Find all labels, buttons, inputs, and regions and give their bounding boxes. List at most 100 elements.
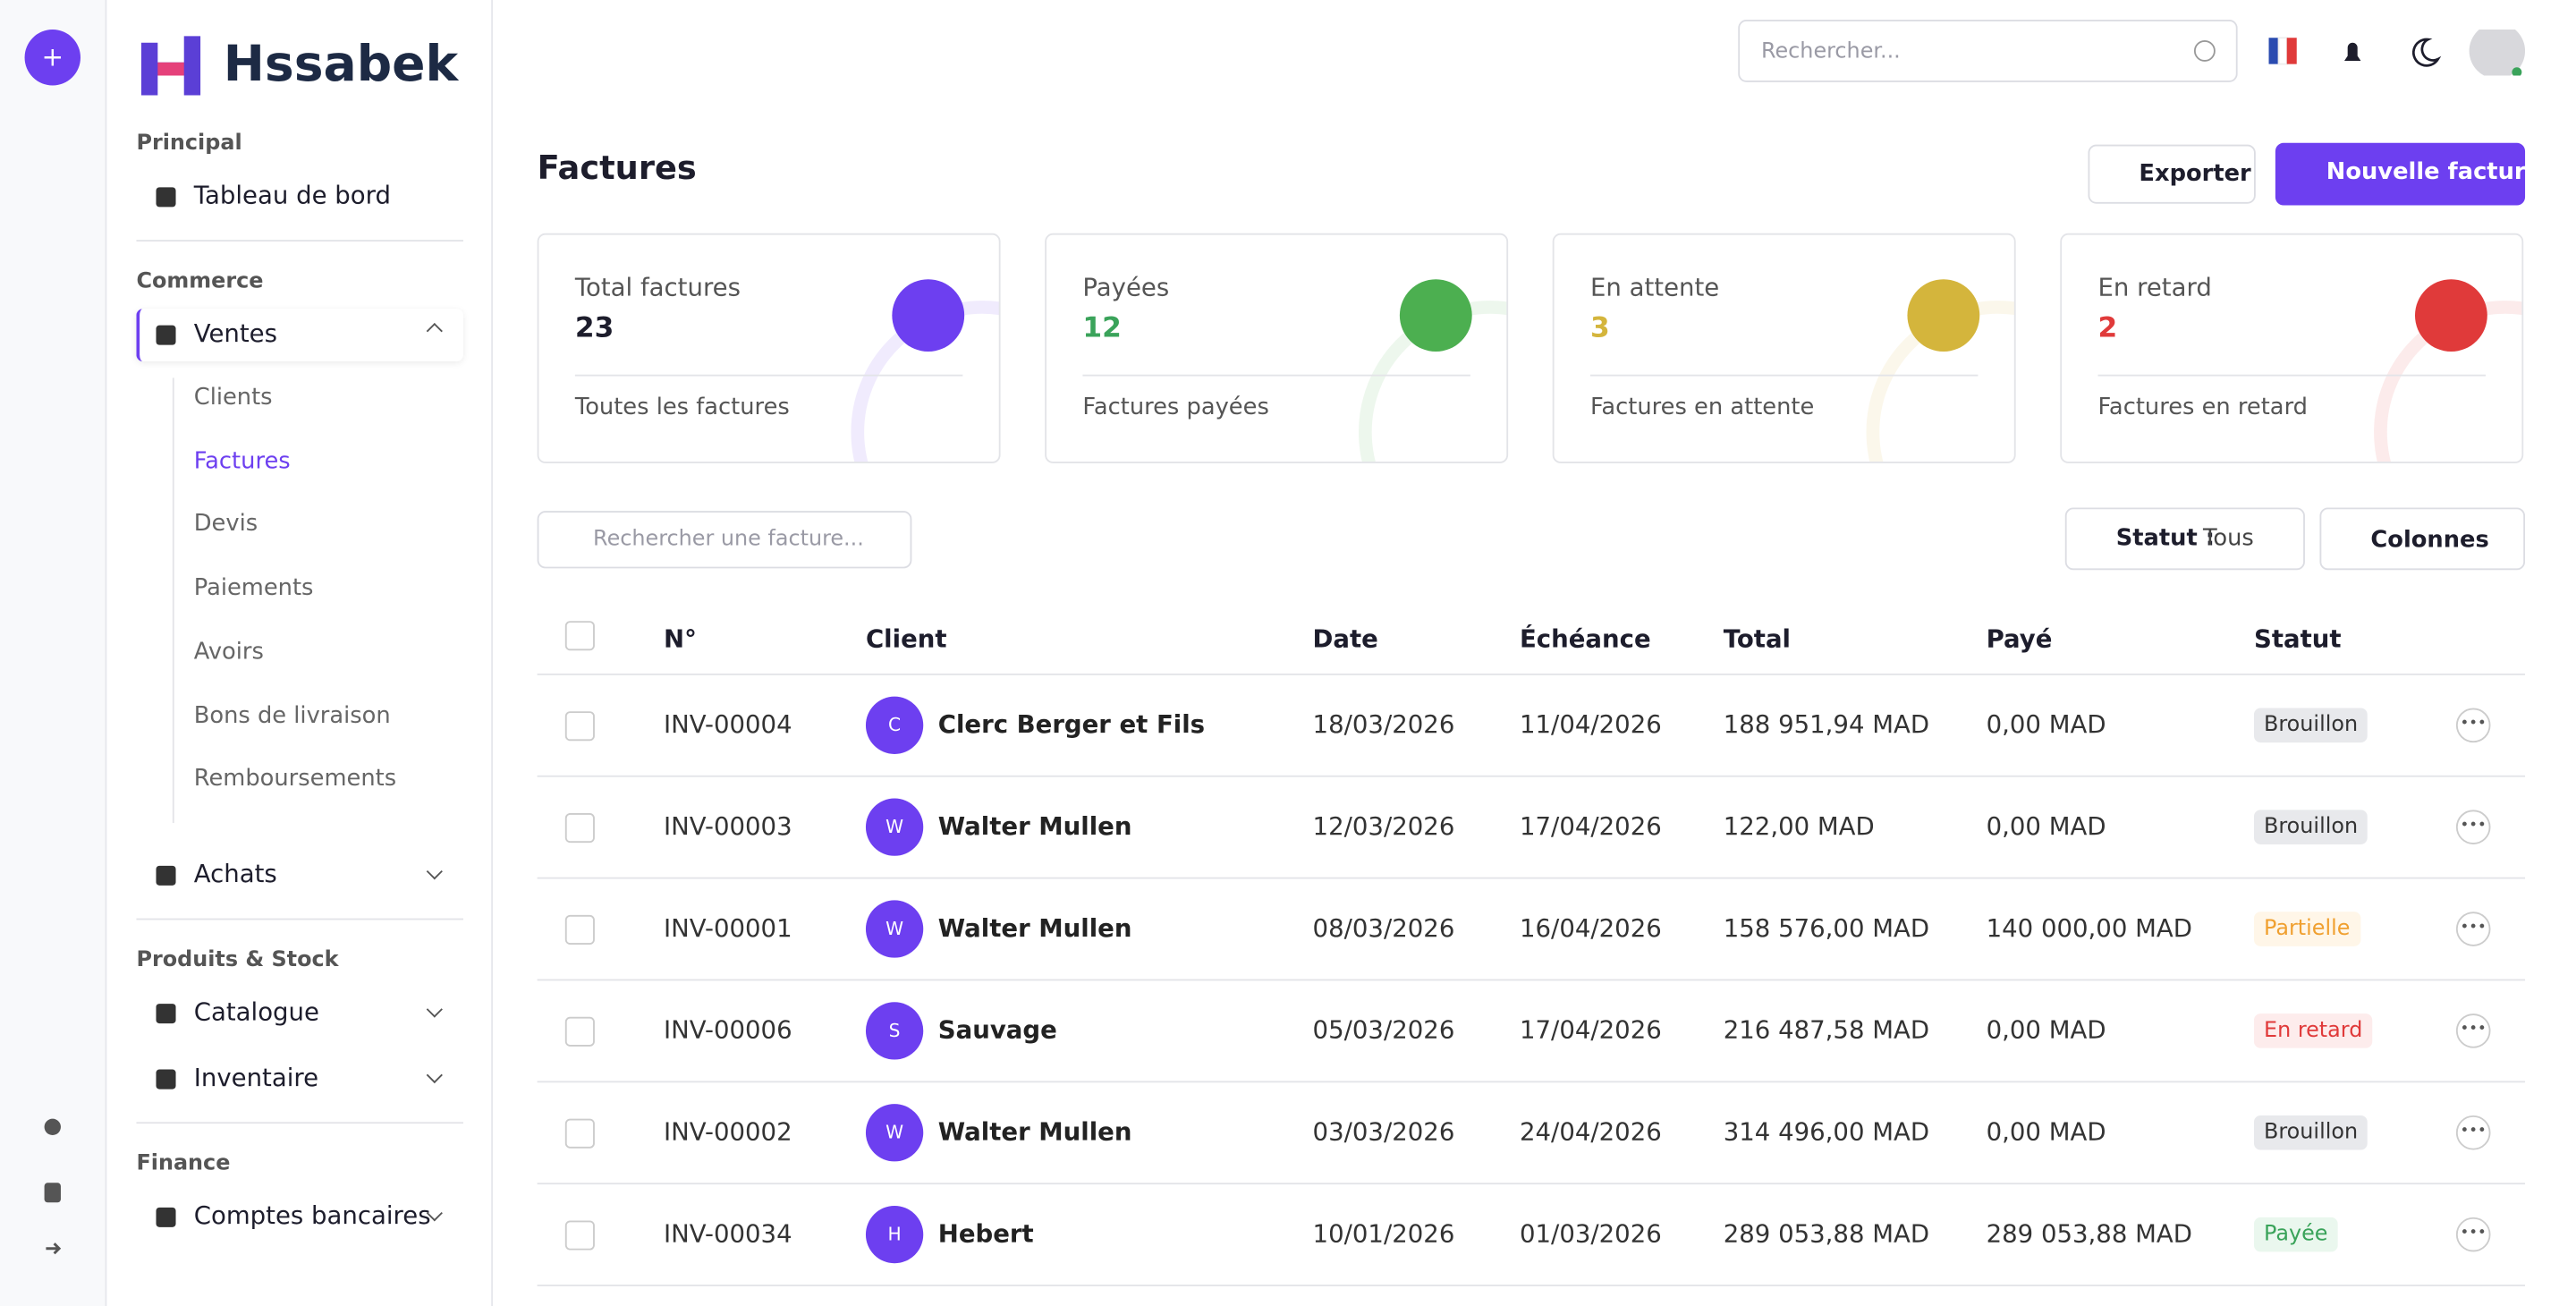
row-actions[interactable]: ••• (2455, 810, 2491, 844)
cell: 10/01/2026 (1312, 1218, 1455, 1249)
column-header: Statut (2253, 623, 2342, 654)
row-line (537, 775, 2526, 777)
nav-item[interactable]: Inventaire (193, 1063, 319, 1093)
nav-item[interactable]: Ventes (193, 318, 277, 349)
cell: 289 053,88 MAD (1986, 1218, 2192, 1249)
column-header: Échéance (1519, 623, 1651, 654)
subnav-item[interactable]: Clients (193, 384, 273, 411)
row-checkbox[interactable] (564, 711, 595, 742)
row-actions[interactable]: ••• (2455, 1013, 2491, 1048)
invoice-number[interactable]: INV-00004 (664, 709, 792, 740)
invoice-search[interactable]: Rechercher une facture... (537, 511, 912, 569)
cell: 16/04/2026 (1519, 913, 1662, 944)
status-badge: En retard (2253, 1013, 2373, 1048)
subnav-item[interactable]: Paiements (193, 574, 314, 602)
client-avatar: W (865, 798, 924, 856)
column-header: N° (664, 623, 697, 654)
new-invoice-button[interactable]: Nouvelle facture (2275, 142, 2541, 206)
cell: 122,00 MAD (1723, 811, 1875, 842)
topbar-icons (2193, 30, 2526, 76)
nav-item[interactable]: Achats (193, 859, 277, 889)
stat-value: 3 (1589, 311, 1610, 345)
column-header: Client (865, 623, 947, 654)
cell: 0,00 MAD (1986, 1014, 2106, 1046)
cell: 05/03/2026 (1312, 1014, 1455, 1046)
client-name: Walter Mullen (937, 811, 1132, 842)
divider (136, 240, 463, 242)
subnav-item[interactable]: Avoirs (193, 639, 264, 666)
rail-icons (44, 1118, 62, 1255)
status-badge: Payée (2253, 1217, 2338, 1252)
invoice-number[interactable]: INV-00006 (664, 1014, 792, 1046)
add-button[interactable]: + (24, 30, 80, 86)
nav-icon (156, 1069, 176, 1090)
cell: 17/04/2026 (1519, 1014, 1662, 1046)
row-checkbox[interactable] (564, 813, 595, 844)
subnav-item[interactable]: Factures (193, 447, 291, 475)
row-actions[interactable]: ••• (2455, 1115, 2491, 1150)
cell: 188 951,94 MAD (1723, 709, 1930, 740)
global-search[interactable]: Rechercher... (1738, 20, 2238, 82)
row-checkbox[interactable] (564, 1220, 595, 1251)
row-checkbox[interactable] (564, 1016, 595, 1047)
stat-icon (1907, 279, 1980, 352)
stat-footer: Factures en attente (1589, 394, 1815, 421)
row-line (537, 979, 2526, 981)
cell: 0,00 MAD (1986, 811, 2106, 842)
nav-item[interactable]: Catalogue (193, 996, 319, 1027)
subnav-item[interactable]: Remboursements (193, 766, 397, 793)
header-checkbox[interactable] (564, 621, 595, 651)
status-filter-value: Tous (2203, 525, 2254, 553)
cell: 03/03/2026 (1312, 1116, 1455, 1147)
status-badge: Brouillon (2253, 810, 2368, 844)
subnav-item[interactable]: Devis (193, 511, 258, 539)
invoice-number[interactable]: INV-00001 (664, 913, 792, 944)
client-avatar: C (865, 696, 924, 754)
row-actions[interactable]: ••• (2455, 708, 2491, 743)
row-actions[interactable]: ••• (2455, 912, 2491, 946)
divider (136, 1122, 463, 1124)
nav-icon (156, 1003, 176, 1023)
nav-item[interactable]: Tableau de bord (193, 181, 391, 211)
divider (2097, 374, 2486, 377)
client-avatar: W (865, 900, 924, 958)
invoice-number[interactable]: INV-00003 (664, 811, 792, 842)
subnav-item[interactable]: Bons de livraison (193, 702, 391, 729)
cell: 24/04/2026 (1519, 1116, 1662, 1147)
row-line (537, 1183, 2526, 1185)
section-title: Produits & Stock (136, 947, 339, 972)
cell: 158 576,00 MAD (1723, 913, 1930, 944)
invoice-number[interactable]: INV-00002 (664, 1116, 792, 1147)
cell: 314 496,00 MAD (1723, 1116, 1930, 1147)
nav-item[interactable]: Comptes bancaires (193, 1200, 431, 1231)
page-title: Factures (537, 148, 697, 188)
invoice-number[interactable]: INV-00034 (664, 1218, 792, 1249)
client-avatar: W (865, 1104, 924, 1162)
row-checkbox[interactable] (564, 1118, 595, 1149)
status-badge: Brouillon (2253, 708, 2368, 743)
stat-value: 12 (1082, 311, 1122, 345)
status-filter[interactable] (2064, 507, 2305, 571)
export-button[interactable]: Exporter (2088, 144, 2256, 204)
subnav-line (172, 377, 174, 823)
nav-icon (156, 865, 176, 886)
client-avatar: H (865, 1205, 924, 1264)
row-actions[interactable]: ••• (2455, 1217, 2491, 1252)
stat-icon (2414, 279, 2487, 352)
client-name: Walter Mullen (937, 913, 1132, 944)
cell: 0,00 MAD (1986, 709, 2106, 740)
row-line (537, 877, 2526, 879)
stat-footer: Factures payées (1082, 394, 1269, 421)
column-header: Payé (1986, 623, 2053, 654)
stat-value: 23 (574, 311, 614, 345)
cell: 140 000,00 MAD (1986, 913, 2192, 944)
cell: 11/04/2026 (1519, 709, 1662, 740)
status-badge: Partielle (2253, 912, 2360, 946)
stat-footer: Factures en retard (2097, 394, 2309, 421)
row-line (537, 1285, 2526, 1286)
client-name: Walter Mullen (937, 1116, 1132, 1147)
row-checkbox[interactable] (564, 914, 595, 945)
stat-label: En retard (2097, 272, 2212, 302)
columns-button[interactable]: Colonnes (2319, 507, 2526, 571)
